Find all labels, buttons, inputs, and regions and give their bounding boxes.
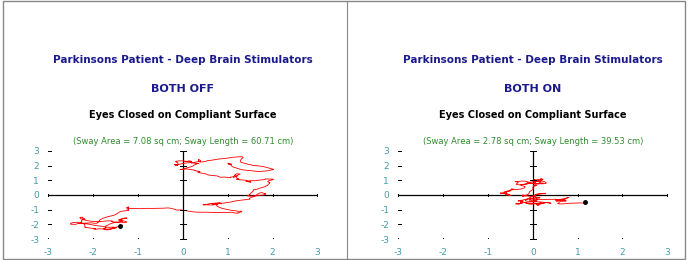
Text: Eyes Closed on Compliant Surface: Eyes Closed on Compliant Surface (89, 110, 277, 120)
Text: BOTH ON: BOTH ON (504, 84, 561, 94)
Text: Eyes Closed on Compliant Surface: Eyes Closed on Compliant Surface (439, 110, 627, 120)
Text: (Sway Area = 7.08 sq cm; Sway Length = 60.71 cm): (Sway Area = 7.08 sq cm; Sway Length = 6… (72, 136, 293, 146)
Text: Parkinsons Patient - Deep Brain Stimulators: Parkinsons Patient - Deep Brain Stimulat… (53, 55, 312, 65)
Text: (Sway Area = 2.78 sq cm; Sway Length = 39.53 cm): (Sway Area = 2.78 sq cm; Sway Length = 3… (422, 136, 643, 146)
Text: BOTH OFF: BOTH OFF (151, 84, 214, 94)
Text: Parkinsons Patient - Deep Brain Stimulators: Parkinsons Patient - Deep Brain Stimulat… (403, 55, 663, 65)
